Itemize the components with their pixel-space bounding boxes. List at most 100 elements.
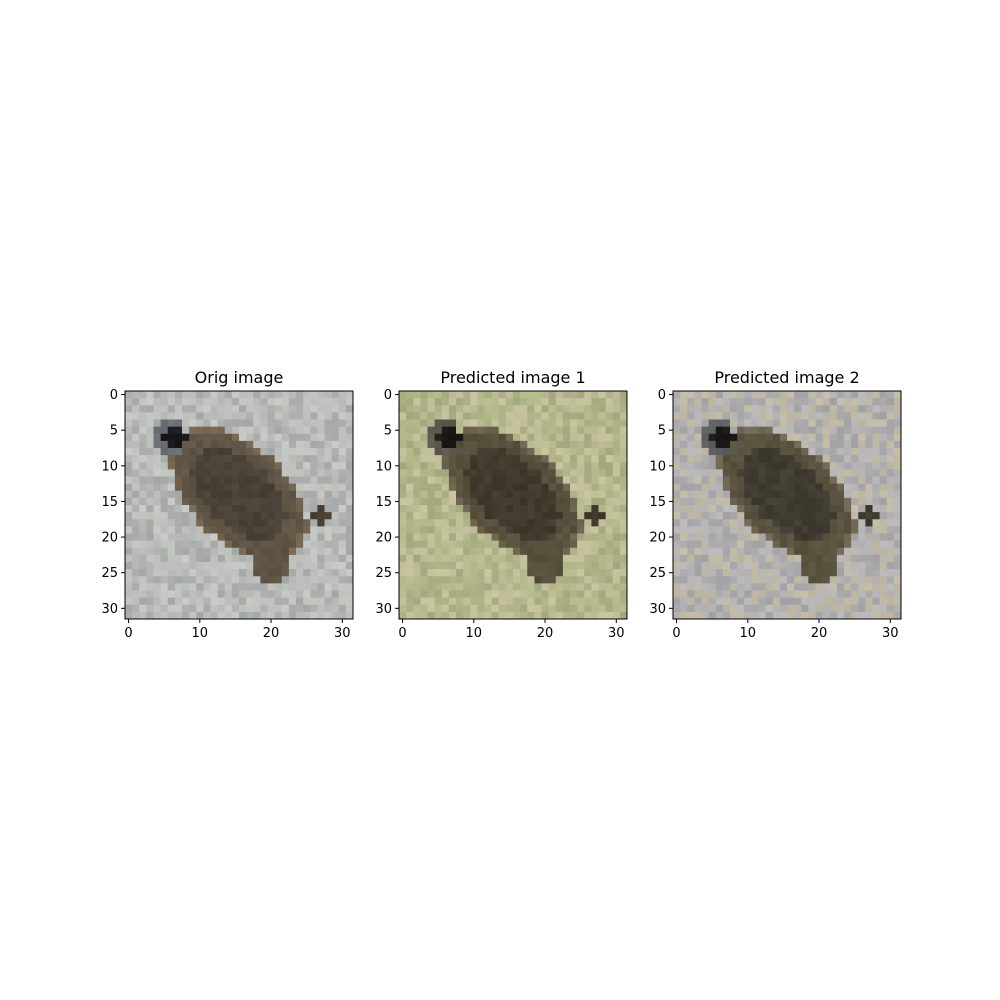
image-pixel bbox=[584, 448, 592, 456]
image-pixel bbox=[851, 540, 859, 549]
image-pixel bbox=[196, 398, 204, 406]
image-pixel bbox=[260, 483, 268, 492]
image-pixel bbox=[680, 490, 688, 499]
image-pixel bbox=[427, 448, 436, 456]
image-pixel bbox=[893, 540, 902, 549]
image-pixel bbox=[146, 497, 154, 506]
image-pixel bbox=[310, 505, 318, 513]
image-pixel bbox=[203, 526, 211, 534]
image-pixel bbox=[555, 569, 564, 577]
image-pixel bbox=[701, 426, 710, 435]
image-pixel bbox=[758, 469, 767, 477]
image-pixel bbox=[829, 391, 838, 399]
image-pixel bbox=[505, 540, 514, 549]
image-pixel bbox=[591, 433, 599, 442]
image-pixel bbox=[203, 462, 211, 470]
image-pixel bbox=[520, 512, 528, 520]
image-pixel bbox=[584, 597, 592, 606]
image-pixel bbox=[680, 533, 688, 542]
image-pixel bbox=[406, 547, 414, 556]
image-pixel bbox=[701, 562, 710, 570]
image-pixel bbox=[815, 448, 824, 456]
image-pixel bbox=[751, 505, 759, 513]
image-pixel bbox=[694, 611, 702, 620]
image-pixel bbox=[317, 590, 325, 599]
image-pixel bbox=[737, 512, 745, 520]
image-pixel bbox=[174, 519, 183, 527]
image-pixel bbox=[217, 469, 226, 477]
image-pixel bbox=[470, 533, 478, 542]
image-pixel bbox=[801, 512, 809, 520]
image-pixel bbox=[715, 590, 724, 599]
image-pixel bbox=[189, 562, 197, 570]
image-pixel bbox=[822, 562, 831, 570]
image-pixel bbox=[851, 419, 859, 428]
image-pixel bbox=[189, 547, 197, 556]
image-pixel bbox=[680, 405, 688, 413]
image-pixel bbox=[189, 440, 197, 449]
image-pixel bbox=[605, 405, 614, 413]
image-pixel bbox=[722, 440, 731, 449]
image-pixel bbox=[886, 526, 895, 534]
image-pixel bbox=[260, 455, 268, 463]
image-pixel bbox=[224, 590, 233, 599]
image-pixel bbox=[413, 405, 421, 413]
x-tick-label: 20 bbox=[537, 626, 554, 641]
image-pixel bbox=[801, 455, 809, 463]
image-pixel bbox=[794, 448, 802, 456]
image-pixel bbox=[167, 440, 176, 449]
image-pixel bbox=[125, 547, 133, 556]
image-pixel bbox=[413, 483, 421, 492]
image-pixel bbox=[730, 576, 738, 584]
image-pixel bbox=[413, 569, 421, 577]
image-pixel bbox=[196, 440, 204, 449]
image-pixel bbox=[441, 433, 450, 442]
x-tick-label: 10 bbox=[192, 626, 209, 641]
image-pixel bbox=[548, 533, 557, 542]
image-pixel bbox=[715, 547, 724, 556]
image-pixel bbox=[815, 433, 824, 442]
image-pixel bbox=[338, 576, 347, 584]
image-pixel bbox=[210, 611, 219, 620]
image-pixel bbox=[893, 391, 902, 399]
image-pixel bbox=[406, 440, 414, 449]
image-pixel bbox=[779, 540, 788, 549]
image-pixel bbox=[886, 469, 895, 477]
image-pixel bbox=[858, 462, 866, 470]
image-pixel bbox=[737, 419, 745, 428]
image-pixel bbox=[822, 391, 831, 399]
image-pixel bbox=[253, 611, 261, 620]
image-pixel bbox=[146, 412, 154, 420]
image-pixel bbox=[310, 569, 318, 577]
image-pixel bbox=[224, 569, 233, 577]
image-pixel bbox=[815, 469, 824, 477]
image-pixel bbox=[787, 476, 795, 485]
image-pixel bbox=[787, 569, 795, 577]
image-pixel bbox=[527, 547, 535, 556]
image-pixel bbox=[267, 604, 276, 613]
image-pixel bbox=[765, 462, 774, 470]
image-pixel bbox=[562, 569, 571, 577]
image-pixel bbox=[441, 412, 450, 420]
image-pixel bbox=[730, 547, 738, 556]
image-pixel bbox=[224, 469, 233, 477]
image-pixel bbox=[801, 611, 809, 620]
image-pixel bbox=[406, 469, 414, 477]
image-pixel bbox=[267, 412, 276, 420]
image-pixel bbox=[310, 405, 318, 413]
image-pixel bbox=[498, 476, 507, 485]
image-pixel bbox=[132, 469, 140, 477]
image-pixel bbox=[441, 419, 450, 428]
image-pixel bbox=[505, 490, 514, 499]
image-pixel bbox=[160, 533, 169, 542]
image-pixel bbox=[577, 547, 585, 556]
image-pixel bbox=[498, 391, 507, 399]
image-pixel bbox=[779, 398, 788, 406]
y-tick-label: 20 bbox=[375, 531, 392, 546]
image-pixel bbox=[345, 540, 354, 549]
image-pixel bbox=[146, 391, 154, 399]
image-pixel bbox=[274, 611, 283, 620]
image-pixel bbox=[441, 398, 450, 406]
image-pixel bbox=[872, 455, 881, 463]
image-pixel bbox=[174, 476, 183, 485]
